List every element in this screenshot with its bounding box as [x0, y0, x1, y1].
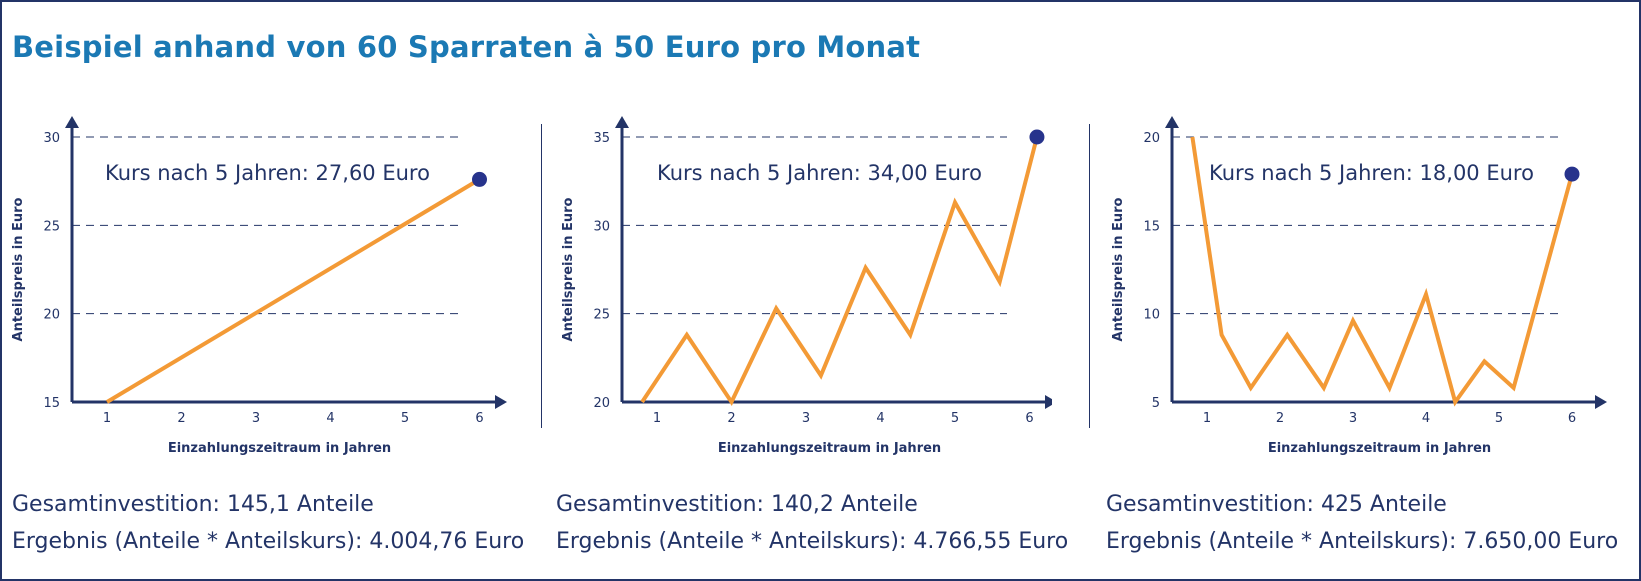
- price-annotation: Kurs nach 5 Jahren: 34,00 Euro: [657, 161, 982, 185]
- summary-1-ergebnis: Ergebnis (Anteile * Anteilskurs): 4.004,…: [12, 529, 525, 554]
- y-tick-label: 20: [593, 396, 610, 411]
- x-tick-label: 5: [951, 411, 959, 426]
- y-axis-arrow-icon: [65, 116, 79, 128]
- x-axis-title: Einzahlungszeitraum in Jahren: [168, 441, 391, 456]
- y-axis-title: Anteilspreis in Euro: [561, 197, 576, 341]
- y-tick-label: 10: [1143, 308, 1160, 323]
- summary-2-ergebnis: Ergebnis (Anteile * Anteilskurs): 4.766,…: [556, 529, 1069, 554]
- divider-2: [1089, 124, 1090, 428]
- y-tick-label: 35: [593, 131, 610, 146]
- price-annotation: Kurs nach 5 Jahren: 18,00 Euro: [1209, 161, 1534, 185]
- x-axis-arrow-icon: [1045, 395, 1052, 409]
- x-axis-arrow-icon: [1595, 395, 1607, 409]
- y-tick-label: 25: [593, 308, 610, 323]
- summary-1-investition: Gesamtinvestition: 145,1 Anteile: [12, 492, 374, 517]
- x-tick-label: 6: [1568, 411, 1576, 426]
- y-axis-arrow-icon: [615, 116, 629, 128]
- price-line: [1190, 136, 1574, 407]
- summary-3-ergebnis: Ergebnis (Anteile * Anteilskurs): 7.650,…: [1106, 529, 1619, 554]
- y-tick-label: 15: [1143, 219, 1160, 234]
- y-tick-label: 25: [43, 219, 60, 234]
- price-line: [105, 177, 481, 404]
- x-axis-arrow-icon: [495, 395, 507, 409]
- x-tick-label: 6: [475, 411, 483, 426]
- divider-1: [541, 124, 542, 428]
- end-point-marker: [472, 171, 487, 187]
- page-title: Beispiel anhand von 60 Sparraten à 50 Eu…: [12, 30, 921, 64]
- price-annotation: Kurs nach 5 Jahren: 27,60 Euro: [105, 161, 430, 185]
- x-tick-label: 2: [177, 411, 185, 426]
- end-point-marker: [1029, 129, 1045, 145]
- chart-volatile-falling: 5 10 15 20 1 2 3 4 5 6 Anteilspreis in Euro Einzahl…: [1111, 116, 1607, 456]
- x-tick-label: 1: [653, 411, 661, 426]
- x-tick-label: 2: [1276, 411, 1284, 426]
- y-tick-label: 30: [593, 219, 610, 234]
- y-tick-label: 20: [1143, 131, 1160, 146]
- x-tick-label: 3: [802, 411, 810, 426]
- x-tick-label: 5: [401, 411, 409, 426]
- y-tick-label: 30: [43, 131, 60, 146]
- x-tick-label: 4: [326, 411, 334, 426]
- x-tick-label: 3: [1349, 411, 1357, 426]
- y-tick-label: 20: [43, 308, 60, 323]
- x-tick-label: 6: [1025, 411, 1033, 426]
- y-axis-title: Anteilspreis in Euro: [1111, 197, 1126, 341]
- summary-3-investition: Gesamtinvestition: 425 Anteile: [1106, 492, 1447, 517]
- end-point-marker: [1564, 166, 1580, 182]
- y-axis-arrow-icon: [1165, 116, 1179, 128]
- y-axis-title: Anteilspreis in Euro: [11, 197, 26, 341]
- y-tick-label: 15: [43, 396, 60, 411]
- chart-volatile-rising: 20 25 30 35 1 2 3 4 5 6 Anteilspreis in Euro Einzah…: [561, 116, 1052, 456]
- y-tick-label: 5: [1152, 396, 1160, 411]
- x-tick-label: 5: [1495, 411, 1503, 426]
- x-tick-label: 4: [876, 411, 884, 426]
- summary-2-investition: Gesamtinvestition: 140,2 Anteile: [556, 492, 918, 517]
- x-tick-label: 2: [727, 411, 735, 426]
- x-tick-label: 1: [1203, 411, 1211, 426]
- chart-linear: 15 20 25 30 1 2 3 4 5 6 Anteilspreis in Euro Einzah…: [11, 116, 507, 456]
- x-tick-label: 1: [103, 411, 111, 426]
- x-tick-label: 4: [1422, 411, 1430, 426]
- x-tick-label: 3: [252, 411, 260, 426]
- x-axis-title: Einzahlungszeitraum in Jahren: [718, 441, 941, 456]
- price-line: [640, 136, 1039, 407]
- x-axis-title: Einzahlungszeitraum in Jahren: [1268, 441, 1491, 456]
